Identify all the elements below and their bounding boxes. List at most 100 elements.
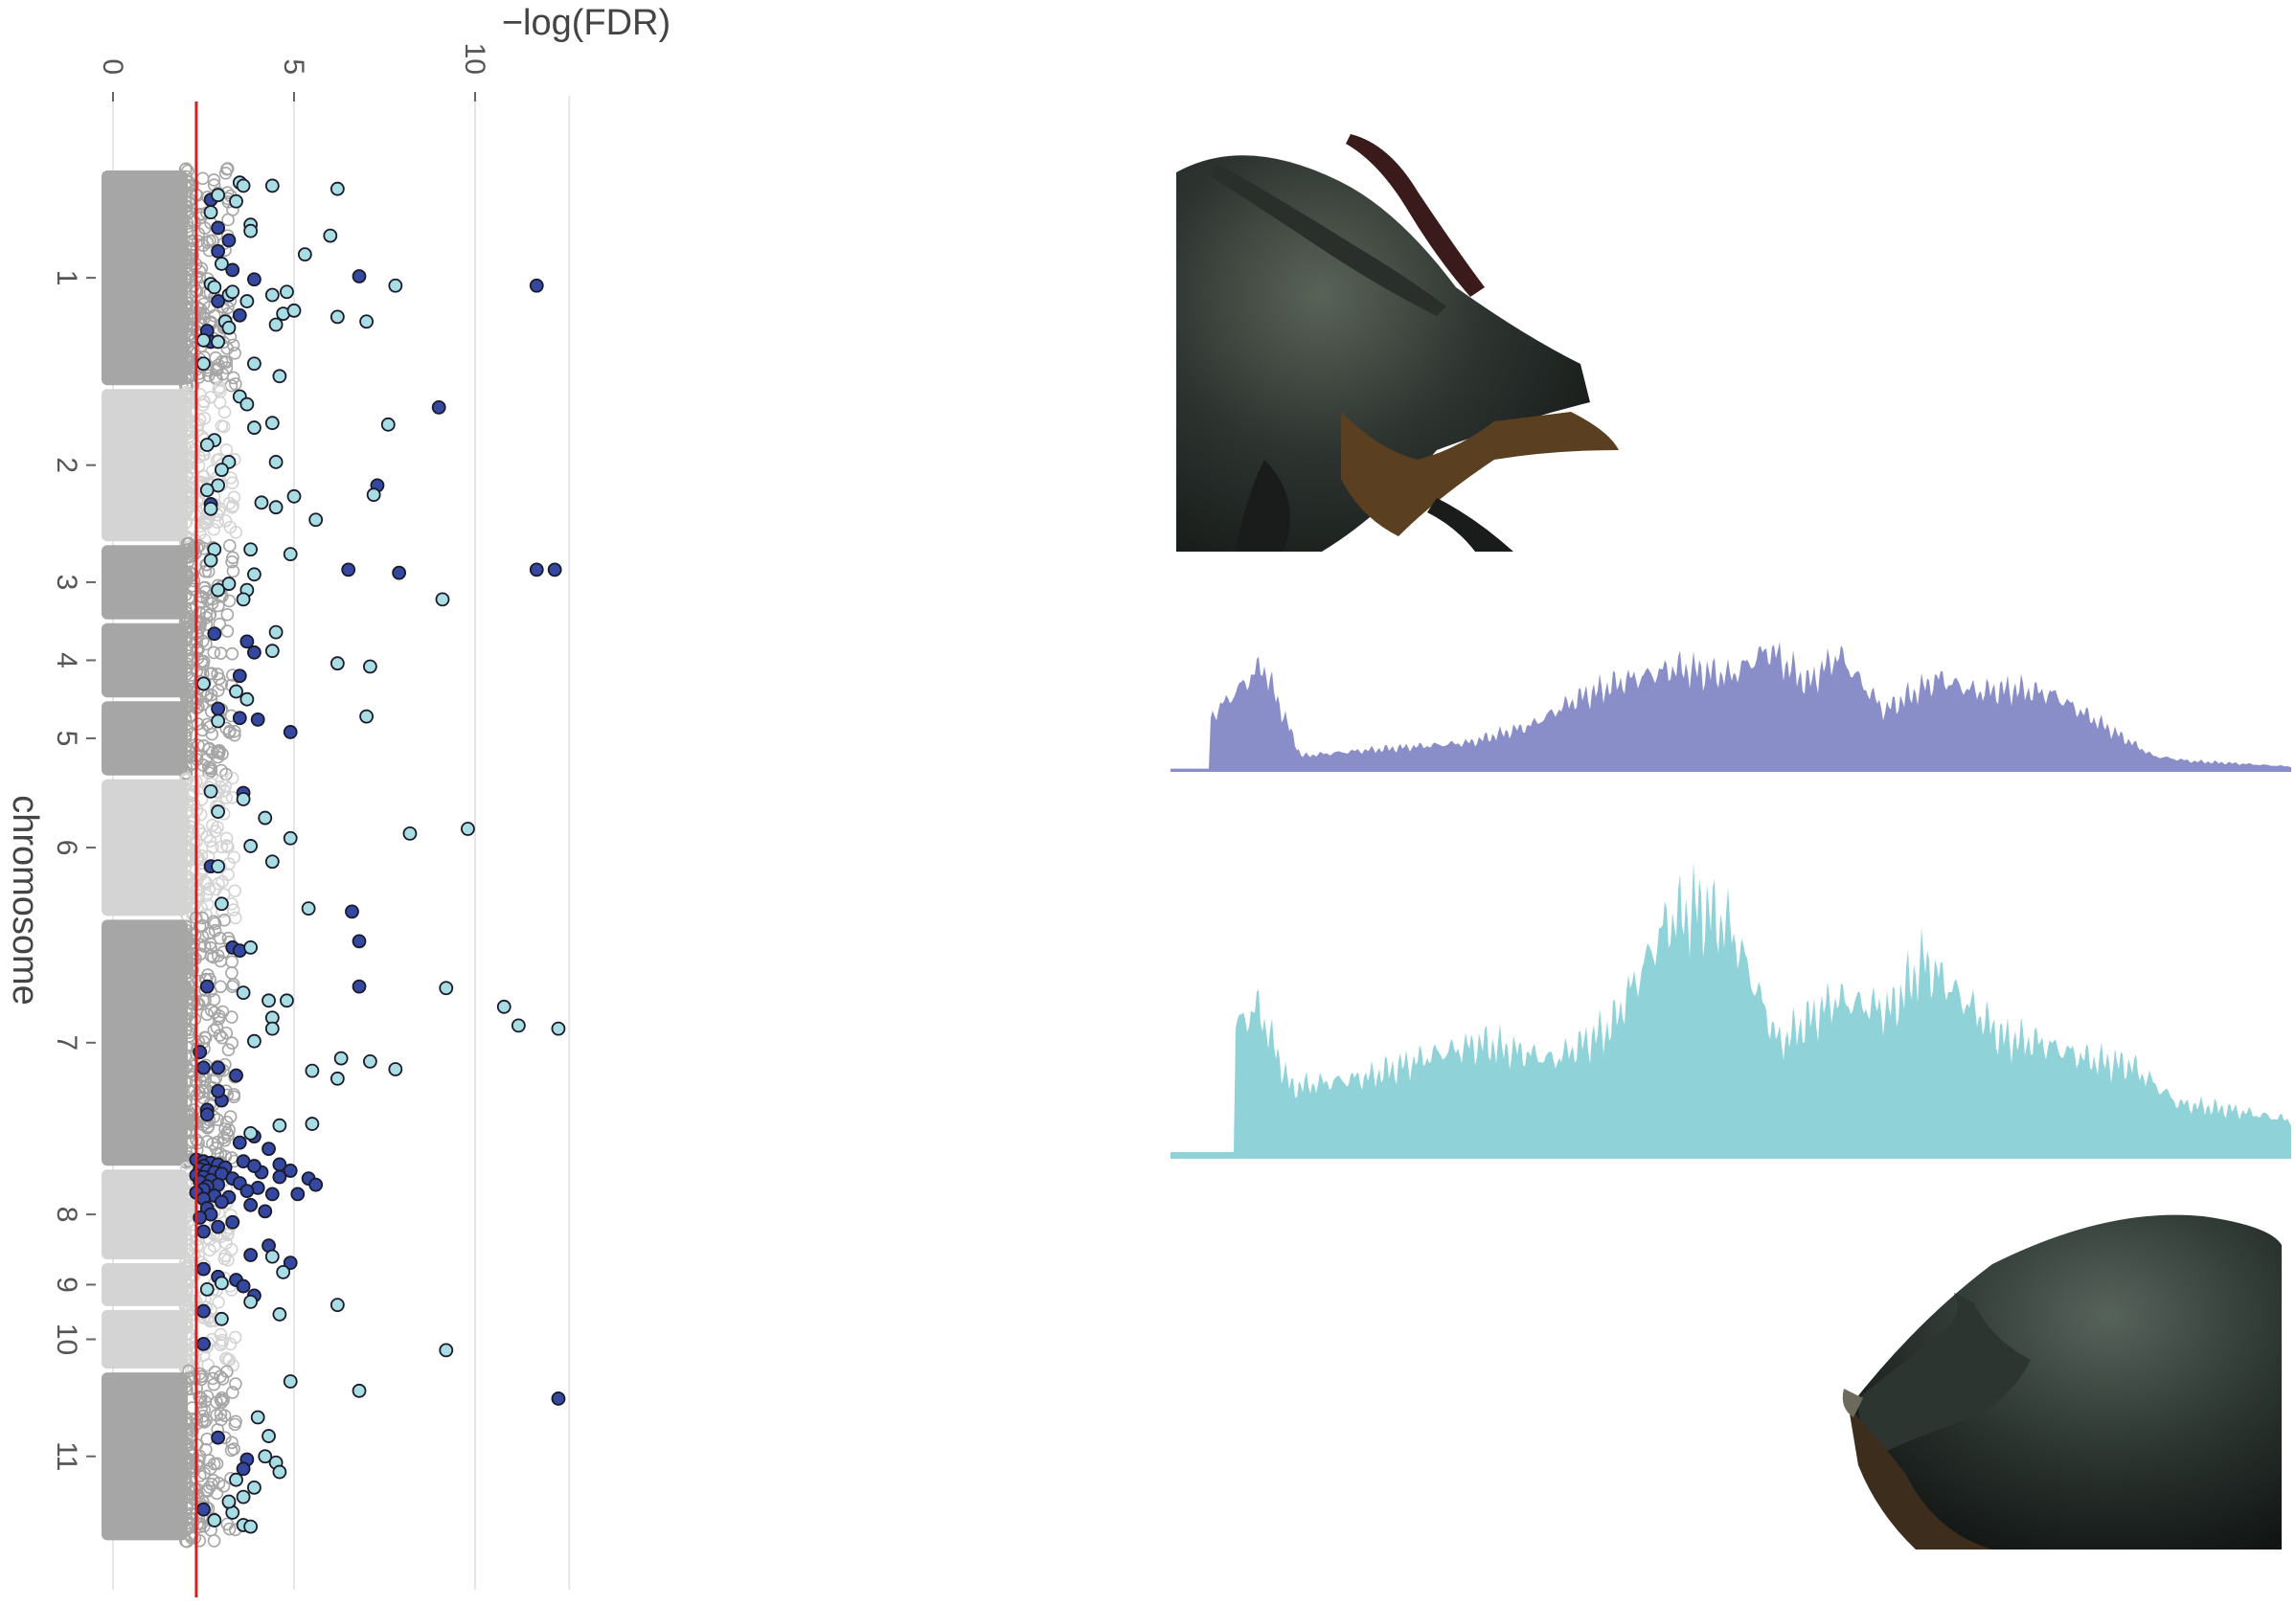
chromosome-band [102,1372,188,1541]
significant-point [352,934,367,949]
background-point [178,1097,193,1110]
background-point [214,980,228,994]
background-point [181,1116,194,1129]
significant-point [211,243,226,259]
background-point [178,504,193,517]
background-point [203,834,217,848]
background-point [179,1507,193,1522]
background-point [180,1319,194,1332]
significant-point [283,725,298,739]
significant-point [264,1021,280,1036]
background-point [181,178,195,192]
background-point [179,543,193,557]
significant-point [211,1060,226,1075]
significant-point [232,307,247,323]
background-point [225,955,239,969]
background-point [192,1136,205,1150]
background-point [218,1249,232,1263]
coverage-track-bottom [1171,861,2291,1159]
background-point [178,486,193,501]
significant-point [431,399,446,415]
background-point [178,894,193,909]
background-point [211,949,225,962]
significant-point [243,1519,259,1534]
significant-point [196,1060,211,1075]
significant-point [243,939,259,955]
background-point [213,385,227,398]
background-point [219,721,234,735]
background-point [223,538,237,553]
background-point [178,449,193,463]
background-point [186,1286,200,1300]
significant-point [264,1187,280,1202]
background-point [186,1424,199,1437]
background-point [180,350,193,363]
background-point [198,515,213,529]
background-point [196,297,211,311]
significant-point [388,1062,403,1076]
significant-point [362,1053,377,1069]
significant-point [211,1430,226,1445]
background-point [193,1534,207,1548]
significant-point [258,1204,273,1219]
significant-point [301,901,316,916]
significant-point [250,712,265,727]
chromosome-tick-label: 5 [51,731,82,747]
background-point [186,826,200,840]
background-point [180,1162,193,1175]
background-point [229,1377,242,1391]
background-point [221,868,235,882]
background-point [179,170,193,184]
background-point [192,459,206,473]
significant-point [352,1383,367,1398]
background-point [207,522,221,536]
chromosome-tick-label: 11 [51,1441,82,1471]
chromosome-band [102,1169,188,1259]
background-point [221,1043,236,1056]
y-tick-label: 10 [459,43,490,75]
background-point [179,162,193,176]
background-point [216,1131,231,1144]
significant-point [221,1494,237,1509]
significant-point [229,1068,243,1083]
background-point [200,236,215,249]
background-point [204,688,218,702]
significant-point [272,1118,287,1133]
significant-point [247,1159,261,1173]
significant-point [402,826,418,841]
significant-point [439,1343,454,1358]
background-point [178,568,193,581]
significant-point [286,488,302,504]
significant-point [276,1265,291,1279]
chromosome-tick-label: 7 [51,1034,82,1051]
background-point [210,1486,224,1501]
background-point [179,200,193,214]
background-point [188,1084,201,1097]
background-point [179,479,193,492]
significant-point [243,839,259,853]
significant-point [211,1083,226,1098]
significant-point [352,979,367,994]
significant-point [243,542,259,557]
background-point [193,947,207,961]
background-point [182,388,195,402]
background-point [178,872,193,886]
significant-point [211,859,226,874]
background-point [229,526,243,539]
background-point [181,964,195,979]
significant-point [297,247,312,262]
background-point [207,1534,221,1548]
significant-point [280,284,294,300]
background-point [180,696,193,710]
significant-point [199,483,215,498]
significant-point [258,1449,273,1464]
significant-point [236,792,251,806]
background-point [208,916,222,931]
background-point [179,303,193,317]
background-point [212,1295,225,1309]
background-point [178,853,193,868]
significant-point [196,356,211,372]
significant-point [283,1164,298,1178]
background-point [226,338,240,352]
background-point [186,567,200,581]
